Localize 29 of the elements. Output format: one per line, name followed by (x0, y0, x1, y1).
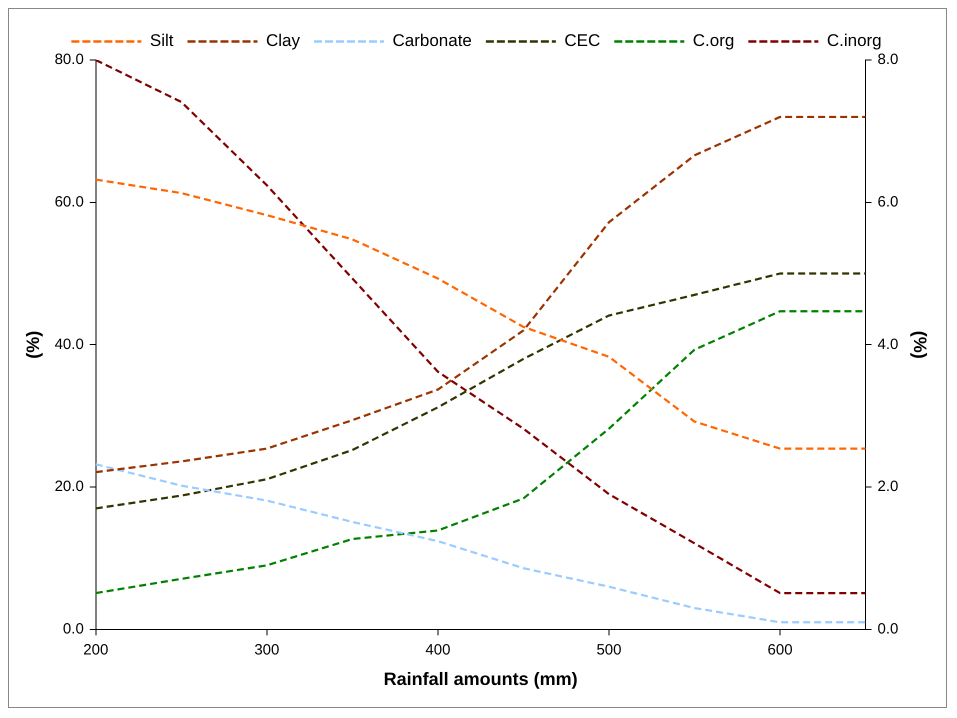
y-tick-label: 40.0 (54, 336, 84, 353)
y2-tick-label: 6.0 (878, 193, 898, 210)
legend-label: Carbonate (392, 31, 472, 50)
y2-tick-label: 4.0 (878, 336, 898, 353)
x-axis-title: Rainfall amounts (mm) (384, 669, 578, 690)
y-tick-label: 20.0 (54, 478, 84, 496)
legend-label: Clay (266, 31, 300, 50)
y2-tick-label: 2.0 (878, 478, 898, 496)
y2-tick-label: 0.0 (878, 620, 898, 638)
line-series (96, 116, 866, 474)
line-series (96, 272, 866, 510)
x-tick-label: 400 (425, 642, 450, 659)
y-axis-title: (%) (22, 330, 43, 359)
x-tick-label: 600 (768, 642, 793, 659)
x-tick-label: 500 (596, 642, 622, 659)
x-tick-label: 300 (254, 642, 280, 659)
x-tick-label: 200 (83, 642, 108, 659)
y-tick-label: 60.0 (54, 193, 84, 210)
line-series (96, 463, 866, 624)
y-tick-label: 80.0 (54, 51, 84, 68)
legend-label: C.inorg (826, 31, 882, 50)
y2-tick-label: 8.0 (878, 51, 898, 68)
line-series (96, 60, 866, 594)
line-series (96, 178, 866, 450)
legend-label: CEC (564, 31, 600, 50)
legend-label: C.org (692, 31, 734, 50)
legend-label: Silt (150, 31, 174, 50)
y2-axis-title: (%) (910, 330, 930, 359)
y-tick-label: 0.0 (62, 620, 84, 638)
